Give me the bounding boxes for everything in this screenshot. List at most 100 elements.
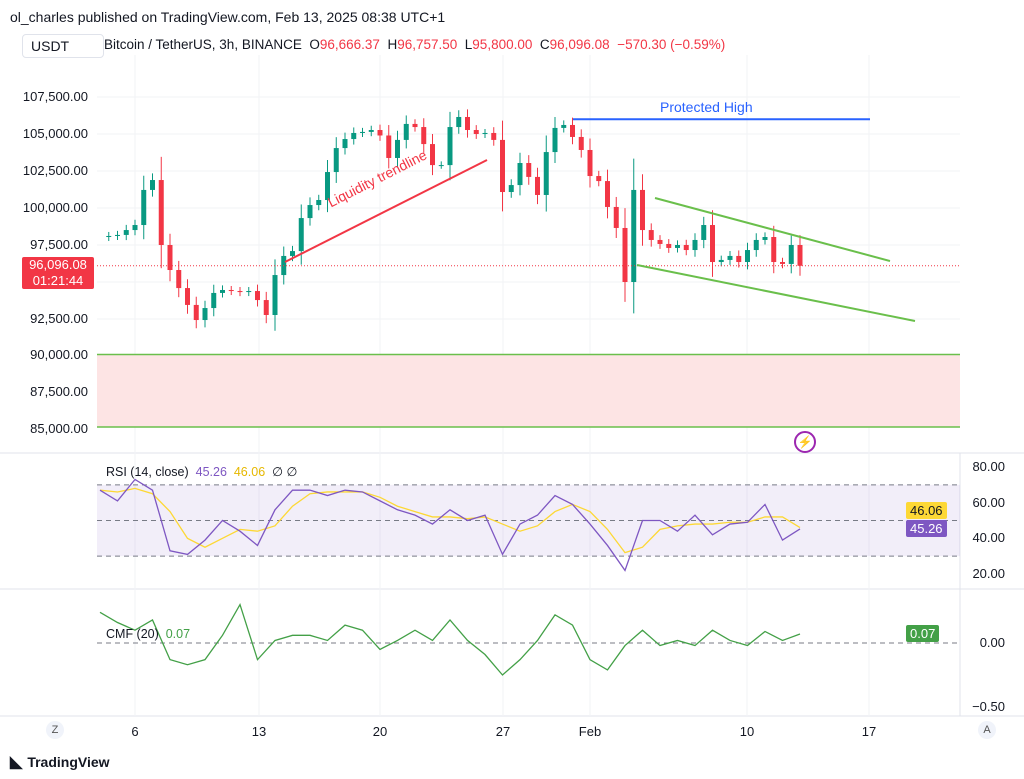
symbol-legend: Bitcoin / TetherUS, 3h, BINANCE O96,666.…	[104, 37, 725, 52]
candle	[780, 262, 785, 264]
candle	[438, 165, 444, 167]
cmf-value: 0.07	[165, 627, 191, 641]
time-axis-label: 20	[372, 724, 388, 739]
candle	[710, 225, 715, 263]
candle	[272, 275, 278, 316]
candle	[613, 206, 619, 228]
rsi-axis-label: 80.00	[972, 459, 1005, 474]
candle	[640, 189, 645, 231]
candle	[421, 127, 427, 145]
candle	[552, 127, 558, 153]
candle	[771, 237, 777, 263]
candle	[535, 176, 540, 195]
candle	[561, 124, 567, 128]
candle	[106, 235, 112, 238]
candle	[368, 130, 374, 132]
symbol-name: Bitcoin / TetherUS, 3h, BINANCE	[104, 37, 302, 52]
candle	[298, 218, 304, 252]
candle	[176, 270, 182, 289]
candle	[333, 148, 339, 173]
cmf-tag: 0.07	[906, 625, 940, 642]
candle	[167, 244, 173, 271]
candle	[377, 130, 383, 136]
lightning-icon[interactable]: ⚡	[794, 431, 816, 453]
candle	[683, 244, 689, 251]
candle	[788, 244, 794, 264]
last-price: 96,096.08	[29, 257, 87, 272]
rsi-axis-label: 40.00	[972, 530, 1005, 545]
logo-text: TradingView	[27, 754, 110, 770]
rsi-value: 45.26	[195, 465, 227, 479]
rsi-title: RSI (14, close)	[106, 465, 189, 479]
auto-scale-button[interactable]: A	[978, 721, 996, 739]
protected-high-label[interactable]: Protected High	[660, 99, 753, 115]
candle	[386, 135, 392, 158]
candle	[797, 244, 803, 266]
time-axis-label: Feb	[578, 724, 602, 739]
candle	[351, 132, 357, 140]
candle	[307, 205, 313, 219]
low-label: L	[464, 37, 473, 52]
candle	[325, 172, 330, 201]
support-zone	[97, 354, 960, 428]
time-axis-label: 6	[131, 724, 139, 739]
bar-countdown: 01:21:44	[32, 273, 84, 288]
rsi-ma-value: 46.06	[233, 465, 266, 479]
candle	[123, 230, 129, 235]
candle	[202, 308, 208, 321]
price-axis-label: 92,500.00	[30, 311, 88, 326]
candle	[526, 163, 532, 177]
candle	[508, 185, 514, 193]
candle	[631, 189, 637, 282]
change-value: −570.30 (−0.59%)	[617, 37, 726, 52]
price-axis-label: 107,500.00	[22, 89, 88, 104]
candle	[430, 144, 435, 166]
publish-info: ol_charles published on TradingView.com,…	[10, 9, 446, 25]
candle	[403, 123, 409, 140]
rsi-ma-tag: 46.06	[906, 502, 947, 519]
candle	[648, 230, 654, 240]
rsi-line	[99, 478, 801, 572]
candle	[727, 255, 733, 260]
candle	[701, 225, 707, 240]
candle	[762, 237, 768, 240]
candle	[395, 139, 400, 158]
candle	[342, 139, 348, 149]
currency-label[interactable]: USDT	[22, 34, 104, 58]
candle	[675, 244, 680, 248]
candle	[570, 124, 575, 137]
high-value: 96,757.50	[397, 37, 458, 52]
candle	[543, 152, 549, 195]
candle	[220, 289, 225, 293]
time-axis-label: 17	[861, 724, 877, 739]
price-axis-label: 87,500.00	[30, 384, 88, 399]
cmf-axis-label: 0.00	[979, 635, 1005, 650]
rsi-axis-label: 20.00	[972, 566, 1005, 581]
close-value: 96,096.08	[549, 37, 610, 52]
open-label: O	[309, 37, 320, 52]
candle	[211, 292, 217, 309]
candle	[290, 251, 295, 256]
candle	[150, 180, 155, 190]
candle	[517, 163, 523, 186]
time-axis-label: 10	[739, 724, 755, 739]
candle	[132, 225, 138, 231]
candle	[657, 239, 663, 244]
rsi-tag: 45.26	[906, 520, 947, 537]
candle	[412, 123, 418, 128]
z-button[interactable]: Z	[46, 721, 64, 739]
candle	[141, 189, 147, 226]
price-axis-label: 102,500.00	[22, 163, 88, 178]
candle	[456, 116, 462, 128]
candle	[158, 180, 164, 245]
candle	[605, 181, 610, 207]
candle	[587, 149, 593, 177]
candle	[255, 291, 260, 301]
channel-lower-line	[636, 264, 916, 322]
candle	[360, 131, 365, 133]
high-label: H	[387, 37, 398, 52]
liquidity-trendline	[284, 159, 488, 263]
rsi-legend: RSI (14, close) 45.26 46.06 ∅ ∅	[106, 465, 298, 479]
candle	[482, 132, 488, 135]
